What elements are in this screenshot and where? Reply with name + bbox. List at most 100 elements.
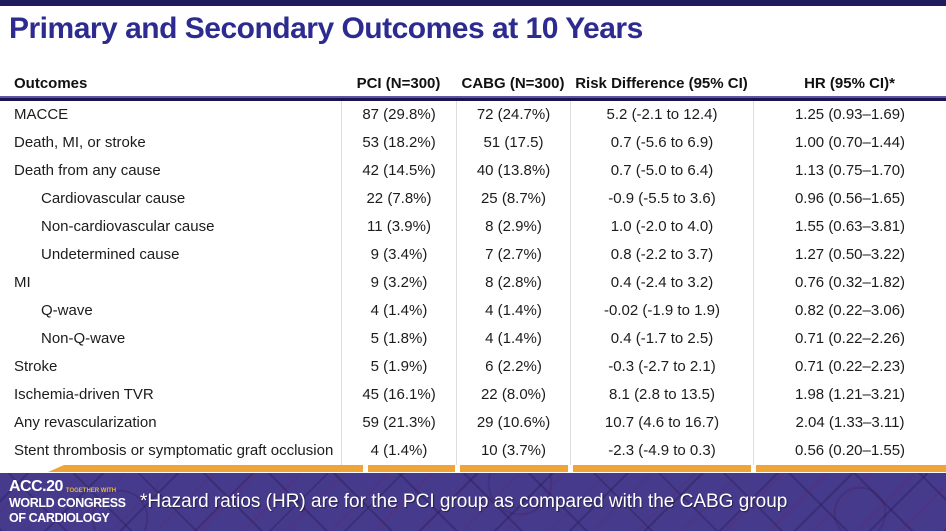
hr-value: 0.76 (0.32–1.82) — [753, 269, 946, 297]
row-label: Stent thrombosis or symptomatic graft oc… — [14, 442, 334, 459]
pci-value: 5 (1.9%) — [341, 353, 456, 381]
pci-value: 9 (3.2%) — [341, 269, 456, 297]
table-header-row: Outcomes PCI (N=300) CABG (N=300) Risk D… — [0, 70, 946, 96]
cabg-value: 29 (10.6%) — [456, 409, 570, 437]
risk-diff-value: 1.0 (-2.0 to 4.0) — [570, 213, 753, 241]
hr-value: 1.98 (1.21–3.21) — [753, 381, 946, 409]
row-label: Death from any cause — [14, 162, 161, 179]
col-header-cabg: CABG (N=300) — [461, 74, 565, 92]
logo-tagline-text: TOGETHER WITH — [65, 488, 117, 494]
outcomes-table: Outcomes PCI (N=300) CABG (N=300) Risk D… — [0, 70, 946, 472]
table-row: Death, MI, or stroke 53 (18.2%) 51 (17.5… — [0, 129, 946, 157]
hr-value: 2.04 (1.33–3.11) — [753, 409, 946, 437]
logo-acc20-text: ACC.20 — [9, 478, 63, 495]
risk-diff-value: -0.9 (-5.5 to 3.6) — [570, 185, 753, 213]
row-label: Non-cardiovascular cause — [41, 218, 215, 235]
col-header-risk-difference: Risk Difference (95% CI) — [575, 74, 748, 92]
table-row: MACCE 87 (29.8%) 72 (24.7%) 5.2 (-2.1 to… — [0, 101, 946, 129]
row-label: Non-Q-wave — [41, 330, 126, 347]
logo-world-congress-text: WORLD CONGRESS — [9, 496, 126, 510]
hr-value: 1.13 (0.75–1.70) — [753, 157, 946, 185]
risk-diff-value: 0.7 (-5.6 to 6.9) — [570, 129, 753, 157]
row-label: Undetermined cause — [41, 246, 180, 263]
cabg-value: 8 (2.8%) — [456, 269, 570, 297]
row-label: Ischemia-driven TVR — [14, 386, 154, 403]
pci-value: 53 (18.2%) — [341, 129, 456, 157]
hazard-ratio-footnote: *Hazard ratios (HR) are for the PCI grou… — [140, 491, 788, 512]
risk-diff-value: 0.4 (-1.7 to 2.5) — [570, 325, 753, 353]
hr-value: 1.25 (0.93–1.69) — [753, 101, 946, 129]
slide-title: Primary and Secondary Outcomes at 10 Yea… — [9, 12, 643, 45]
pci-value: 11 (3.9%) — [341, 213, 456, 241]
row-label: MI — [14, 274, 31, 291]
cabg-value: 6 (2.2%) — [456, 353, 570, 381]
cabg-value: 4 (1.4%) — [456, 297, 570, 325]
footer-banner: ACC.20 TOGETHER WITH WORLD CONGRESS OF C… — [0, 473, 946, 531]
table-bottom-accent — [0, 465, 946, 472]
header-divider-rule — [0, 96, 946, 101]
pci-value: 4 (1.4%) — [341, 437, 456, 465]
logo-of-cardiology-text: OF CARDIOLOGY — [9, 510, 110, 525]
cabg-value: 72 (24.7%) — [456, 101, 570, 129]
cabg-value: 8 (2.9%) — [456, 213, 570, 241]
accent-segment — [368, 465, 455, 472]
row-label: Stroke — [14, 358, 58, 375]
risk-diff-value: -2.3 (-4.9 to 0.3) — [570, 437, 753, 465]
pci-value: 45 (16.1%) — [341, 381, 456, 409]
hr-value: 0.82 (0.22–3.06) — [753, 297, 946, 325]
pci-value: 5 (1.8%) — [341, 325, 456, 353]
risk-diff-value: 0.4 (-2.4 to 3.2) — [570, 269, 753, 297]
table-row: Cardiovascular cause 22 (7.8%) 25 (8.7%)… — [0, 185, 946, 213]
cabg-value: 7 (2.7%) — [456, 241, 570, 269]
row-label: Death, MI, or stroke — [14, 134, 146, 151]
row-label: Cardiovascular cause — [41, 190, 186, 207]
acc-congress-logo: ACC.20 TOGETHER WITH WORLD CONGRESS OF C… — [9, 479, 126, 524]
hr-value: 0.71 (0.22–2.23) — [753, 353, 946, 381]
hr-value: 1.00 (0.70–1.44) — [753, 129, 946, 157]
col-header-outcomes: Outcomes — [14, 74, 88, 92]
top-accent-bar — [0, 0, 946, 6]
pci-value: 42 (14.5%) — [341, 157, 456, 185]
row-label: MACCE — [14, 106, 69, 123]
risk-diff-value: 0.8 (-2.2 to 3.7) — [570, 241, 753, 269]
table-row: Non-cardiovascular cause 11 (3.9%) 8 (2.… — [0, 213, 946, 241]
risk-diff-value: 5.2 (-2.1 to 12.4) — [570, 101, 753, 129]
risk-diff-value: -0.02 (-1.9 to 1.9) — [570, 297, 753, 325]
cabg-value: 22 (8.0%) — [456, 381, 570, 409]
pci-value: 4 (1.4%) — [341, 297, 456, 325]
table-row: Any revascularization 59 (21.3%) 29 (10.… — [0, 409, 946, 437]
pci-value: 9 (3.4%) — [341, 241, 456, 269]
accent-segment — [48, 465, 363, 472]
accent-segment — [573, 465, 751, 472]
cabg-value: 40 (13.8%) — [456, 157, 570, 185]
risk-diff-value: 8.1 (2.8 to 13.5) — [570, 381, 753, 409]
risk-diff-value: 0.7 (-5.0 to 6.4) — [570, 157, 753, 185]
hr-value: 1.55 (0.63–3.81) — [753, 213, 946, 241]
table-row: Stroke 5 (1.9%) 6 (2.2%) -0.3 (-2.7 to 2… — [0, 353, 946, 381]
accent-segment — [756, 465, 946, 472]
hr-value: 0.56 (0.20–1.55) — [753, 437, 946, 465]
table-row: Undetermined cause 9 (3.4%) 7 (2.7%) 0.8… — [0, 241, 946, 269]
table-row: Ischemia-driven TVR 45 (16.1%) 22 (8.0%)… — [0, 381, 946, 409]
table-body: MACCE 87 (29.8%) 72 (24.7%) 5.2 (-2.1 to… — [0, 101, 946, 465]
pci-value: 59 (21.3%) — [341, 409, 456, 437]
col-header-pci: PCI (N=300) — [356, 74, 441, 92]
cabg-value: 10 (3.7%) — [456, 437, 570, 465]
col-header-hazard-ratio: HR (95% CI)* — [804, 74, 895, 92]
row-label: Q-wave — [41, 302, 93, 319]
cabg-value: 25 (8.7%) — [456, 185, 570, 213]
risk-diff-value: -0.3 (-2.7 to 2.1) — [570, 353, 753, 381]
table-row: MI 9 (3.2%) 8 (2.8%) 0.4 (-2.4 to 3.2) 0… — [0, 269, 946, 297]
cabg-value: 4 (1.4%) — [456, 325, 570, 353]
pci-value: 22 (7.8%) — [341, 185, 456, 213]
table-row: Stent thrombosis or symptomatic graft oc… — [0, 437, 946, 465]
table-row: Death from any cause 42 (14.5%) 40 (13.8… — [0, 157, 946, 185]
hr-value: 1.27 (0.50–3.22) — [753, 241, 946, 269]
table-row: Q-wave 4 (1.4%) 4 (1.4%) -0.02 (-1.9 to … — [0, 297, 946, 325]
accent-segment — [460, 465, 568, 472]
hr-value: 0.71 (0.22–2.26) — [753, 325, 946, 353]
row-label: Any revascularization — [14, 414, 157, 431]
risk-diff-value: 10.7 (4.6 to 16.7) — [570, 409, 753, 437]
hr-value: 0.96 (0.56–1.65) — [753, 185, 946, 213]
